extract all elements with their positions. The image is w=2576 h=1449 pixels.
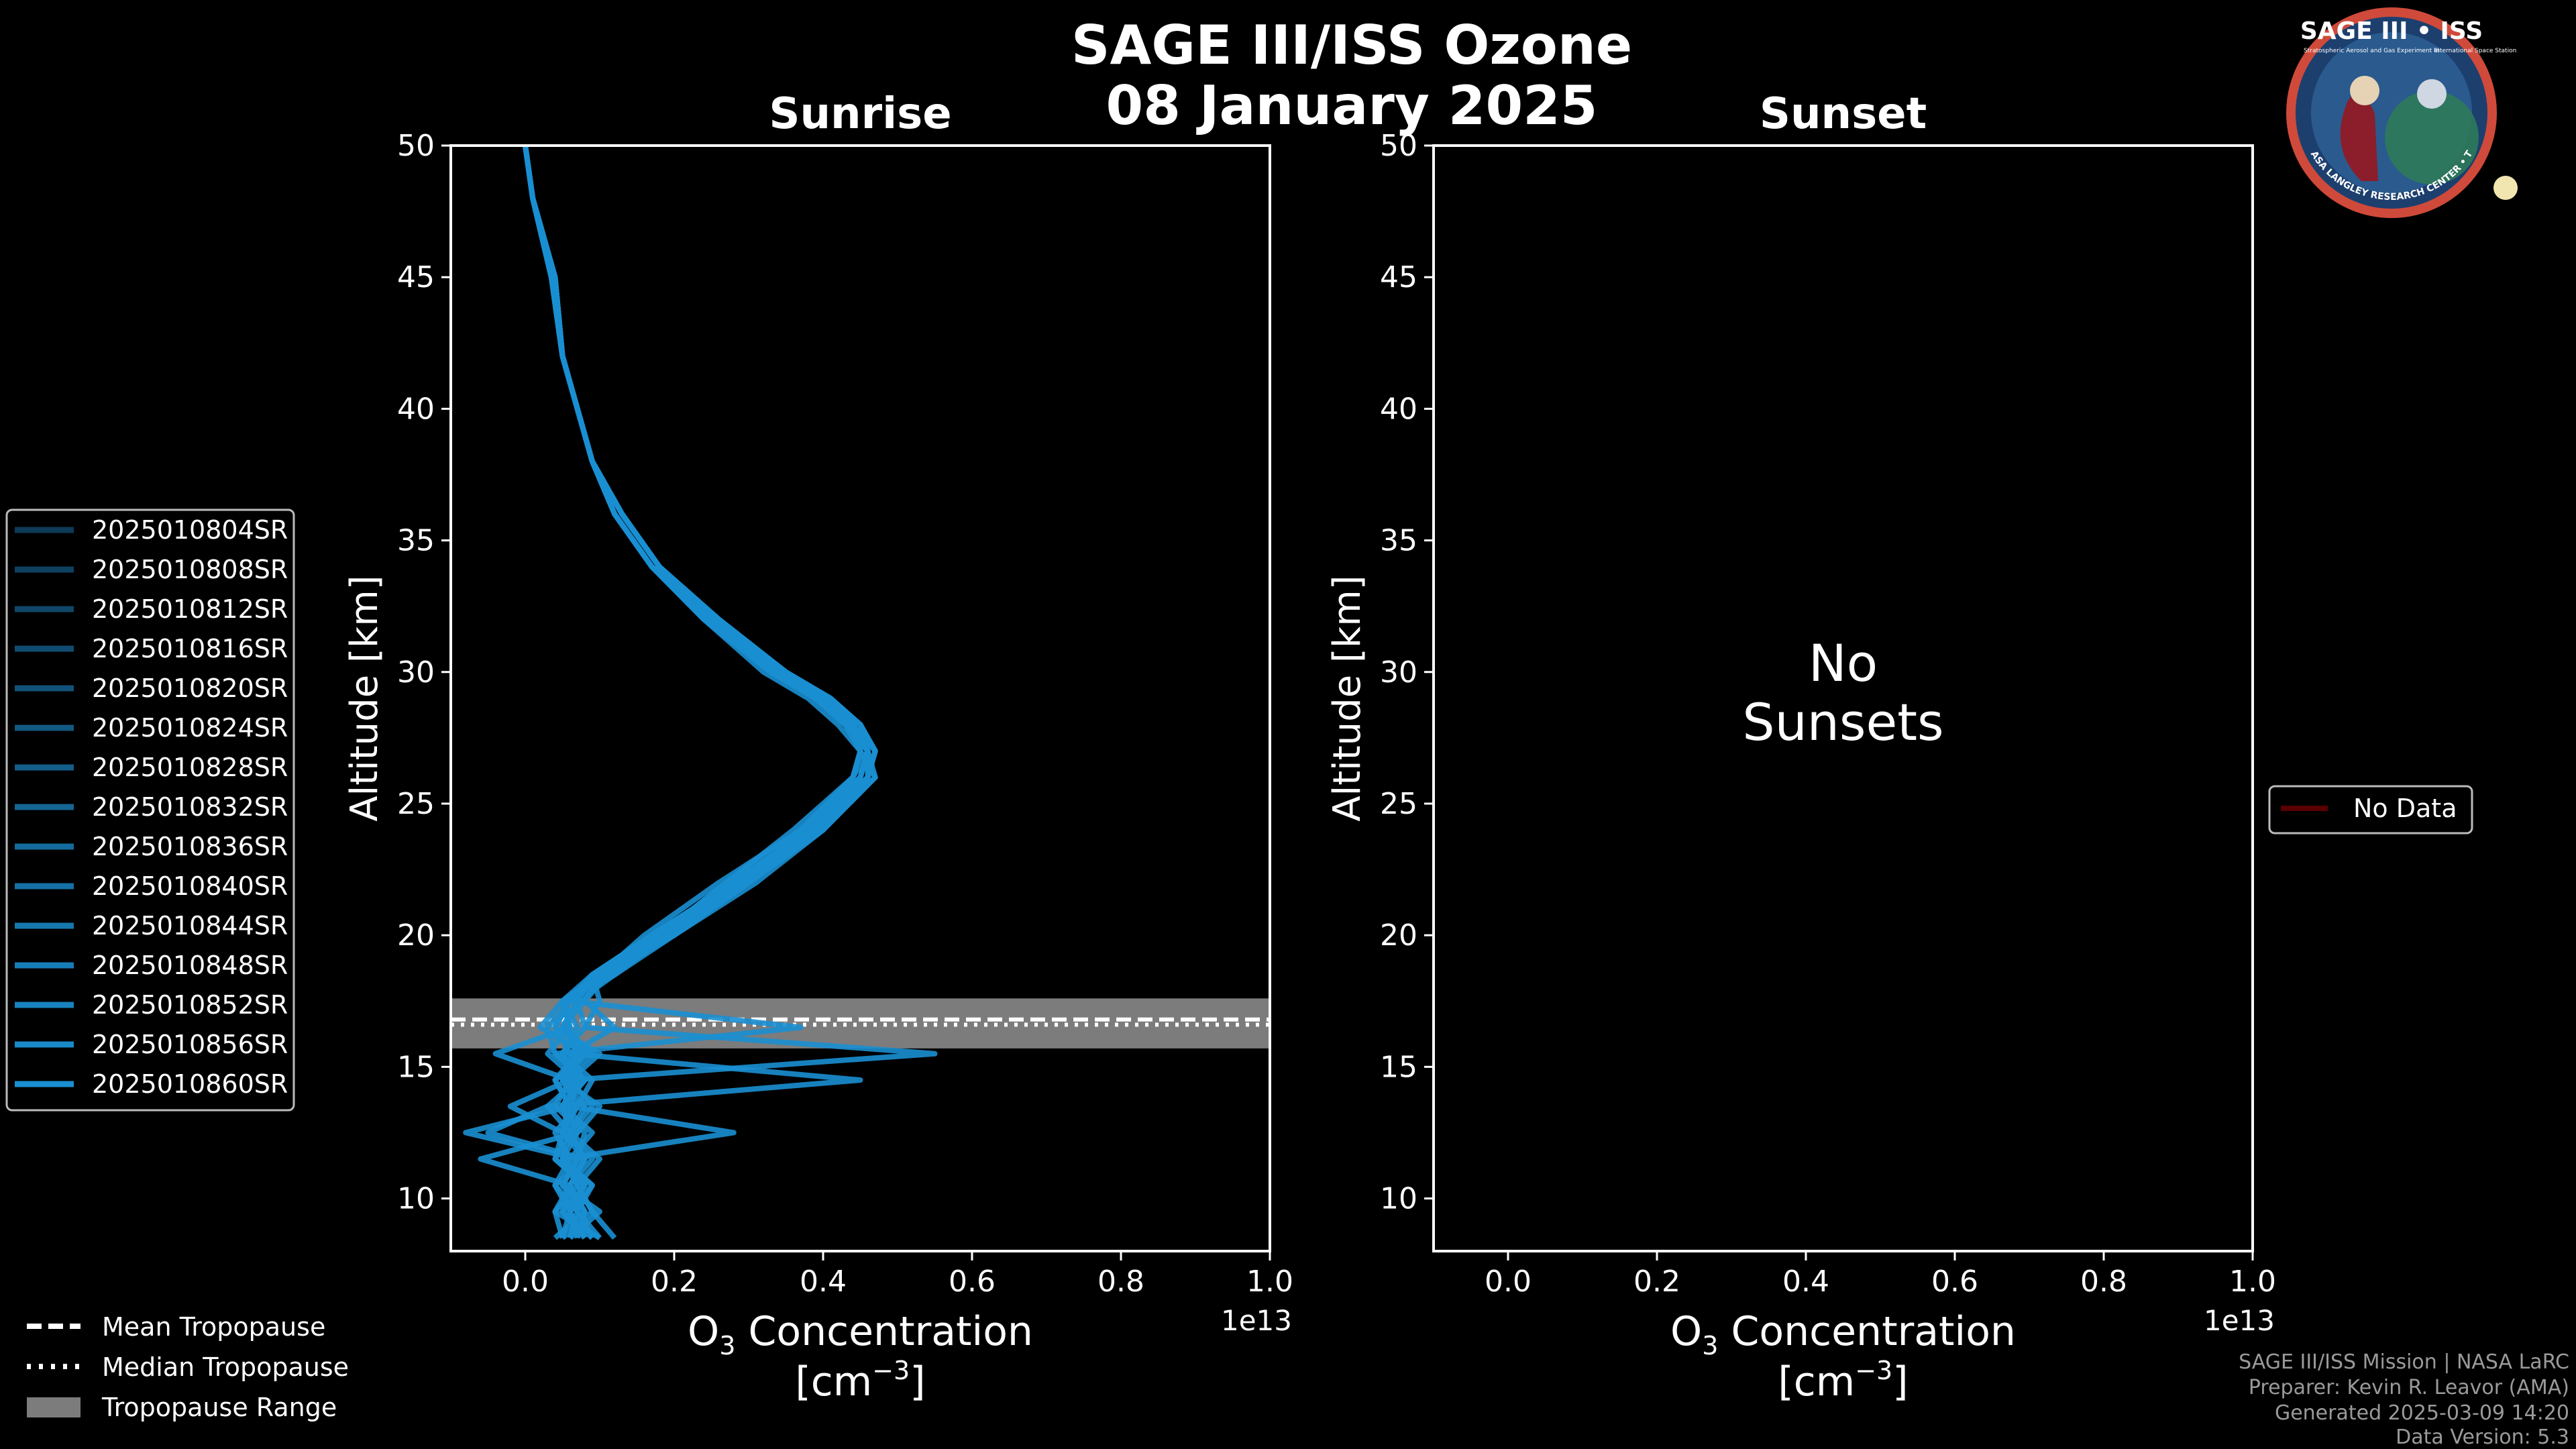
x-offset-label: 1e13	[1221, 1304, 1292, 1337]
y-tick-label: 30	[397, 655, 435, 690]
x-axis-unit-exponent: −3	[1855, 1356, 1892, 1385]
y-tick-label: 35	[1380, 524, 1417, 558]
sunrise-legend: 2025010804SR 2025010808SR 2025010812SR 2025…	[5, 508, 295, 1112]
tropopause-range-label: Tropopause Range	[101, 1393, 337, 1422]
legend-label-2025010812SR: 2025010812SR	[92, 594, 288, 624]
x-tick-label: 1.0	[1246, 1265, 1293, 1299]
x-axis-unit-suffix: ]	[1892, 1358, 1908, 1405]
legend-label-2025010856SR: 2025010856SR	[92, 1030, 288, 1059]
sunset-panel: 0.0 0.2 0.4 0.6 0.8 1.0 10 15 20 25 30 35 40 45 50 1e13…	[1326, 89, 2276, 1405]
x-tick-label: 0.8	[2080, 1265, 2127, 1299]
x-tick-label: 0.8	[1097, 1265, 1144, 1299]
figure-title-line1: SAGE III/ISS Ozone	[1071, 14, 1632, 76]
y-tick-label: 30	[1380, 655, 1417, 690]
plot-frame	[449, 144, 1271, 1252]
x-axis-label-sub: 3	[1702, 1331, 1718, 1360]
x-axis-unit-exponent: −3	[872, 1356, 910, 1385]
x-tick-label: 0.6	[949, 1265, 996, 1299]
sunrise-panel: 0.0 0.2 0.4 0.6 0.8 1.0 10 15 20 25 30 35 40 45 50 1e13…	[343, 89, 1293, 1405]
x-axis-label-rest: Concentration	[735, 1308, 1033, 1355]
legend-label-2025010828SR: 2025010828SR	[92, 753, 288, 782]
x-tick-label: 0.0	[502, 1265, 549, 1299]
x-axis-unit-prefix: [cm	[795, 1358, 872, 1405]
tropopause-legend: Mean Tropopause Median Tropopause Tropop…	[27, 1312, 349, 1422]
legend-label-2025010824SR: 2025010824SR	[92, 713, 288, 743]
legend-label-2025010804SR: 2025010804SR	[92, 515, 288, 545]
x-tick-label: 1.0	[2229, 1265, 2276, 1299]
plot-frame	[1432, 144, 2254, 1252]
legend-label-2025010844SR: 2025010844SR	[92, 911, 288, 941]
no-sunsets-annotation: No	[1809, 633, 1878, 693]
legend-label-2025010848SR: 2025010848SR	[92, 951, 288, 980]
y-tick-label: 50	[1380, 129, 1417, 163]
x-axis-label-main: O	[688, 1308, 719, 1355]
badge-title: SAGE III • ISS	[2300, 17, 2483, 45]
y-tick-label: 45	[1380, 260, 1417, 294]
legend-label-2025010832SR: 2025010832SR	[92, 792, 288, 822]
x-tick-label: 0.6	[1931, 1265, 1978, 1299]
footer-credits: SAGE III/ISS Mission | NASA LaRC Prepare…	[2239, 1350, 2569, 1449]
mean-tropopause-label: Mean Tropopause	[102, 1312, 325, 1342]
badge-subtitle2: International Space Station	[2434, 48, 2517, 54]
x-axis-label-sub: 3	[719, 1331, 735, 1360]
ozone-profile-2025010860SR	[523, 145, 871, 1240]
sunrise-legend-frame	[5, 508, 295, 1112]
y-tick-label: 25	[397, 787, 435, 821]
tropopause-range-swatch	[27, 1397, 80, 1417]
footer-line: SAGE III/ISS Mission | NASA LaRC	[2239, 1350, 2569, 1374]
x-axis-unit: [cm−3]	[795, 1356, 925, 1405]
legend-label-2025010852SR: 2025010852SR	[92, 990, 288, 1020]
footer-line: Preparer: Kevin R. Leavor (AMA)	[2249, 1376, 2569, 1399]
y-tick-label: 25	[1380, 787, 1417, 821]
y-axis-label: Altitude [km]	[1326, 575, 1369, 821]
no-sunsets-annotation: Sunsets	[1742, 692, 1943, 752]
x-tick-label: 0.0	[1485, 1265, 1532, 1299]
footer-line: Data Version: 5.3	[2396, 1426, 2569, 1449]
plot-area	[1434, 146, 2253, 1251]
badge-subtitle1: Stratospheric Aerosol and Gas Experiment…	[2304, 48, 2439, 54]
legend-label-2025010840SR: 2025010840SR	[92, 871, 288, 901]
y-tick-label: 10	[1380, 1182, 1417, 1216]
panel-title: Sunrise	[769, 89, 951, 139]
x-offset-label: 1e13	[2204, 1304, 2275, 1337]
x-tick-label: 0.2	[1633, 1265, 1680, 1299]
x-axis-unit-suffix: ]	[910, 1358, 925, 1405]
legend-label-2025010816SR: 2025010816SR	[92, 634, 288, 663]
legend-label-2025010836SR: 2025010836SR	[92, 832, 288, 861]
median-tropopause-label: Median Tropopause	[102, 1352, 349, 1382]
x-axis-unit: [cm−3]	[1778, 1356, 1908, 1405]
legend-label-2025010820SR: 2025010820SR	[92, 674, 288, 703]
footer-line: Generated 2025-03-09 14:20	[2275, 1401, 2569, 1425]
y-tick-label: 20	[1380, 918, 1417, 953]
y-tick-label: 50	[397, 129, 435, 163]
y-tick-label: 15	[397, 1050, 435, 1084]
x-axis-label: O3 Concentration	[1670, 1308, 2016, 1360]
x-axis-label-rest: Concentration	[1718, 1308, 2016, 1355]
figure-title-line2: 08 January 2025	[1106, 74, 1598, 137]
x-axis-unit-prefix: [cm	[1778, 1358, 1855, 1405]
x-axis-label: O3 Concentration	[688, 1308, 1033, 1360]
sunset-legend: No Data	[2268, 785, 2473, 835]
y-tick-label: 40	[1380, 392, 1417, 426]
sunset-legend-frame	[2268, 785, 2473, 835]
x-tick-label: 0.4	[1782, 1265, 1829, 1299]
y-tick-label: 10	[397, 1182, 435, 1216]
legend-label-2025010860SR: 2025010860SR	[92, 1069, 288, 1099]
panel-title: Sunset	[1760, 89, 1927, 139]
y-tick-label: 20	[397, 918, 435, 953]
x-tick-label: 0.4	[800, 1265, 847, 1299]
y-tick-label: 40	[397, 392, 435, 426]
y-tick-label: 15	[1380, 1050, 1417, 1084]
y-tick-label: 45	[397, 260, 435, 294]
x-tick-label: 0.2	[651, 1265, 698, 1299]
legend-label-2025010808SR: 2025010808SR	[92, 555, 288, 584]
y-axis-label: Altitude [km]	[343, 575, 386, 821]
y-tick-label: 35	[397, 524, 435, 558]
sunset-legend-label: No Data	[2353, 794, 2457, 823]
x-axis-label-main: O	[1670, 1308, 1702, 1355]
